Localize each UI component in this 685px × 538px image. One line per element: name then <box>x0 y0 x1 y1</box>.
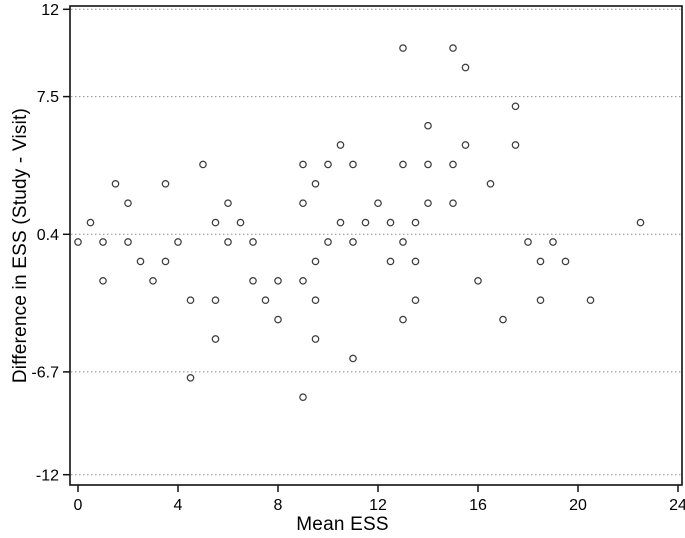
x-tick-label-20: 20 <box>569 497 587 514</box>
data-point <box>411 257 420 266</box>
data-point <box>536 257 545 266</box>
data-point <box>449 160 457 169</box>
data-point <box>86 218 95 227</box>
data-point <box>449 44 457 52</box>
x-tick-label-0: 0 <box>74 497 83 514</box>
data-point <box>586 296 595 305</box>
data-point <box>349 354 357 363</box>
data-point <box>311 257 320 266</box>
data-point <box>211 335 220 343</box>
data-point <box>336 218 345 227</box>
y-tick-label--6.7: -6.7 <box>31 365 59 382</box>
data-point <box>186 373 195 382</box>
plot-border <box>69 5 683 486</box>
data-point <box>361 218 370 227</box>
data-point <box>136 257 145 266</box>
x-tick-label-12: 12 <box>369 497 387 514</box>
data-point <box>199 160 207 169</box>
data-point <box>261 296 270 305</box>
data-point <box>161 257 170 266</box>
data-point <box>311 179 320 188</box>
data-point <box>424 121 432 130</box>
data-point <box>311 296 320 305</box>
data-point <box>499 315 507 324</box>
data-point <box>461 141 470 149</box>
data-point <box>524 238 532 246</box>
x-tick-label-8: 8 <box>274 497 283 514</box>
data-point <box>211 218 220 227</box>
data-point <box>374 199 382 208</box>
data-point <box>249 276 257 285</box>
data-point <box>424 199 432 208</box>
data-point <box>474 276 482 285</box>
data-point <box>399 44 407 52</box>
y-tick-label-12: 12 <box>41 2 59 19</box>
data-point <box>461 63 470 72</box>
data-point <box>111 179 120 188</box>
y-tick-label--12: -12 <box>36 467 59 484</box>
data-point <box>74 238 82 246</box>
y-tick-label-0.4: 0.4 <box>37 227 59 244</box>
data-point <box>274 315 282 324</box>
data-point <box>536 296 545 305</box>
data-point <box>336 141 345 149</box>
data-point <box>399 160 407 169</box>
data-point <box>324 160 332 169</box>
y-tick-label-7.5: 7.5 <box>37 89 59 106</box>
data-point <box>636 218 645 227</box>
data-point <box>299 199 307 208</box>
data-point <box>161 179 170 188</box>
data-point <box>449 199 457 208</box>
data-point <box>249 238 257 246</box>
data-point <box>124 199 132 208</box>
data-point <box>561 257 570 266</box>
data-point <box>386 257 395 266</box>
data-point <box>411 296 420 305</box>
data-point <box>274 276 282 285</box>
data-point <box>224 238 232 246</box>
data-point <box>186 296 195 305</box>
data-point <box>299 160 307 169</box>
data-point <box>349 238 357 246</box>
data-point <box>349 160 357 169</box>
data-point <box>299 393 307 402</box>
data-point <box>211 296 220 305</box>
x-tick-label-24: 24 <box>669 497 685 514</box>
data-point <box>511 141 520 149</box>
data-point <box>324 238 332 246</box>
data-point <box>124 238 132 246</box>
x-tick-label-16: 16 <box>469 497 487 514</box>
data-point <box>399 238 407 246</box>
data-point <box>99 276 107 285</box>
data-point <box>311 335 320 343</box>
data-point <box>486 179 495 188</box>
data-point <box>299 276 307 285</box>
data-point <box>149 276 157 285</box>
data-point <box>386 218 395 227</box>
y-axis-title: Difference in ESS (Study - Visit) <box>10 107 31 384</box>
data-point <box>424 160 432 169</box>
data-point <box>411 218 420 227</box>
data-point <box>549 238 557 246</box>
data-point <box>99 238 107 246</box>
y-axis-title-container: Difference in ESS (Study - Visit) <box>6 6 36 485</box>
data-point <box>174 238 182 246</box>
data-point <box>511 102 520 111</box>
data-point <box>399 315 407 324</box>
x-tick-label-4: 4 <box>174 497 183 514</box>
data-point <box>224 199 232 208</box>
x-axis-title: Mean ESS <box>296 514 389 535</box>
data-point <box>236 218 245 227</box>
